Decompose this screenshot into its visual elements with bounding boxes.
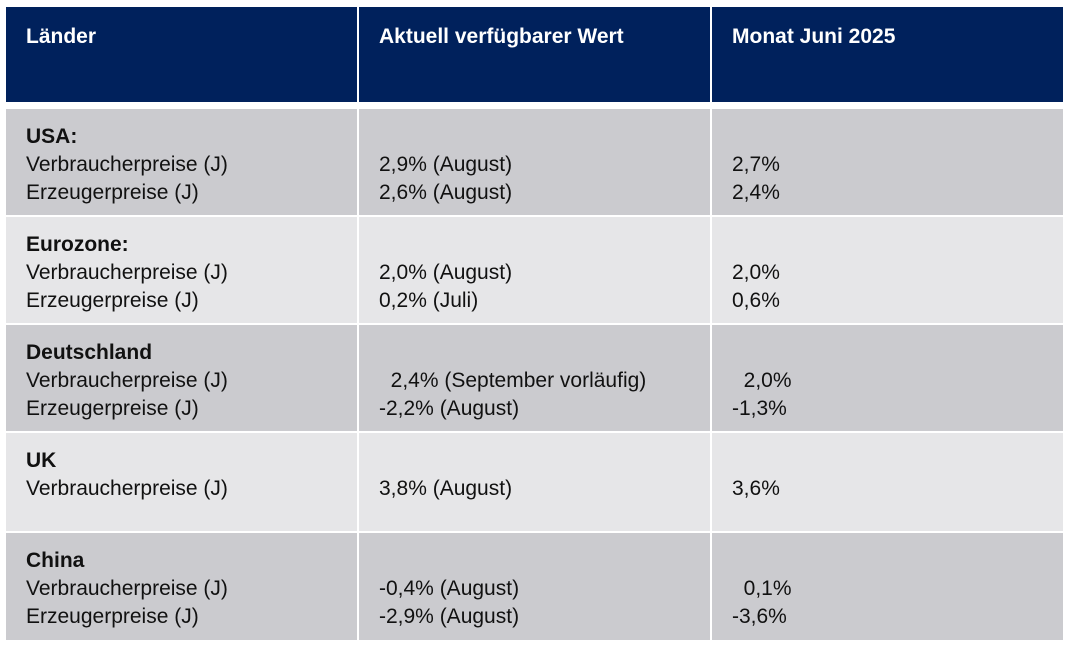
june-value: 0,6% xyxy=(732,289,780,312)
country-cell: Deutschland Verbraucherpreise (J) Erzeuger… xyxy=(6,325,357,431)
country-cell: China Verbraucherpreise (J) Erzeugerpreise… xyxy=(6,533,357,640)
current-value: -0,4% (August) xyxy=(379,577,520,600)
spacer xyxy=(379,123,710,151)
current-value: 2,9% (August) xyxy=(379,153,513,176)
current-value: 2,6% (August) xyxy=(379,181,513,204)
indicator-label: Erzeugerpreise (J) xyxy=(26,181,199,204)
june-value-cell: 2,0% 0,6% xyxy=(712,217,1063,323)
header-june-2025: Monat Juni 2025 xyxy=(712,7,1063,102)
current-value: 0,2% (Juli) xyxy=(379,289,479,312)
june-value-cell: 2,7% 2,4% xyxy=(712,109,1063,215)
country-name: Eurozone: xyxy=(26,233,129,256)
june-value: 2,7% xyxy=(732,153,780,176)
current-value-cell: -0,4% (August) -2,9% (August) xyxy=(359,533,710,640)
country-name: Deutschland xyxy=(26,341,153,364)
spacer xyxy=(732,231,1063,259)
country-name: China xyxy=(26,549,85,572)
current-value: -2,9% (August) xyxy=(379,605,520,628)
spacer xyxy=(732,339,1063,367)
june-value: 3,6% xyxy=(732,477,780,500)
spacer xyxy=(732,447,1063,475)
indicator-label: Verbraucherpreise (J) xyxy=(26,153,228,176)
country-name: UK xyxy=(26,449,57,472)
country-cell: Eurozone: Verbraucherpreise (J) Erzeugerpr… xyxy=(6,217,357,323)
country-cell: UK Verbraucherpreise (J) xyxy=(6,433,357,531)
current-value: -2,2% (August) xyxy=(379,397,520,420)
june-value-cell: 3,6% xyxy=(712,433,1063,531)
header-current-value: Aktuell verfügbarer Wert xyxy=(359,7,710,102)
june-value: -1,3% xyxy=(732,397,787,420)
current-value: 2,0% (August) xyxy=(379,261,513,284)
country-cell: USA: Verbraucherpreise (J) Erzeugerpreise … xyxy=(6,109,357,215)
spacer xyxy=(379,339,710,367)
june-value: 0,1% xyxy=(732,577,792,600)
indicator-label: Verbraucherpreise (J) xyxy=(26,261,228,284)
current-value: 3,8% (August) xyxy=(379,477,513,500)
june-value: 2,4% xyxy=(732,181,780,204)
indicator-label: Erzeugerpreise (J) xyxy=(26,289,199,312)
indicator-label: Erzeugerpreise (J) xyxy=(26,605,199,628)
current-value: 2,4% (September vorläufig) xyxy=(379,369,647,392)
june-value: 2,0% xyxy=(732,369,792,392)
june-value: -3,6% xyxy=(732,605,787,628)
june-value: 2,0% xyxy=(732,261,780,284)
indicator-label: Verbraucherpreise (J) xyxy=(26,369,228,392)
indicator-label: Verbraucherpreise (J) xyxy=(26,577,228,600)
indicator-label: Verbraucherpreise (J) xyxy=(26,477,228,500)
current-value-cell: 2,0% (August) 0,2% (Juli) xyxy=(359,217,710,323)
current-value-cell: 2,9% (August) 2,6% (August) xyxy=(359,109,710,215)
current-value-cell: 3,8% (August) xyxy=(359,433,710,531)
spacer xyxy=(732,123,1063,151)
current-value-cell: 2,4% (September vorläufig) -2,2% (August) xyxy=(359,325,710,431)
indicator-label: Erzeugerpreise (J) xyxy=(26,397,199,420)
spacer xyxy=(732,547,1063,575)
june-value-cell: 0,1% -3,6% xyxy=(712,533,1063,640)
header-laender: Länder xyxy=(6,7,357,102)
country-name: USA: xyxy=(26,125,78,148)
spacer xyxy=(379,447,710,475)
june-value-cell: 2,0% -1,3% xyxy=(712,325,1063,431)
spacer xyxy=(379,547,710,575)
spacer xyxy=(379,231,710,259)
